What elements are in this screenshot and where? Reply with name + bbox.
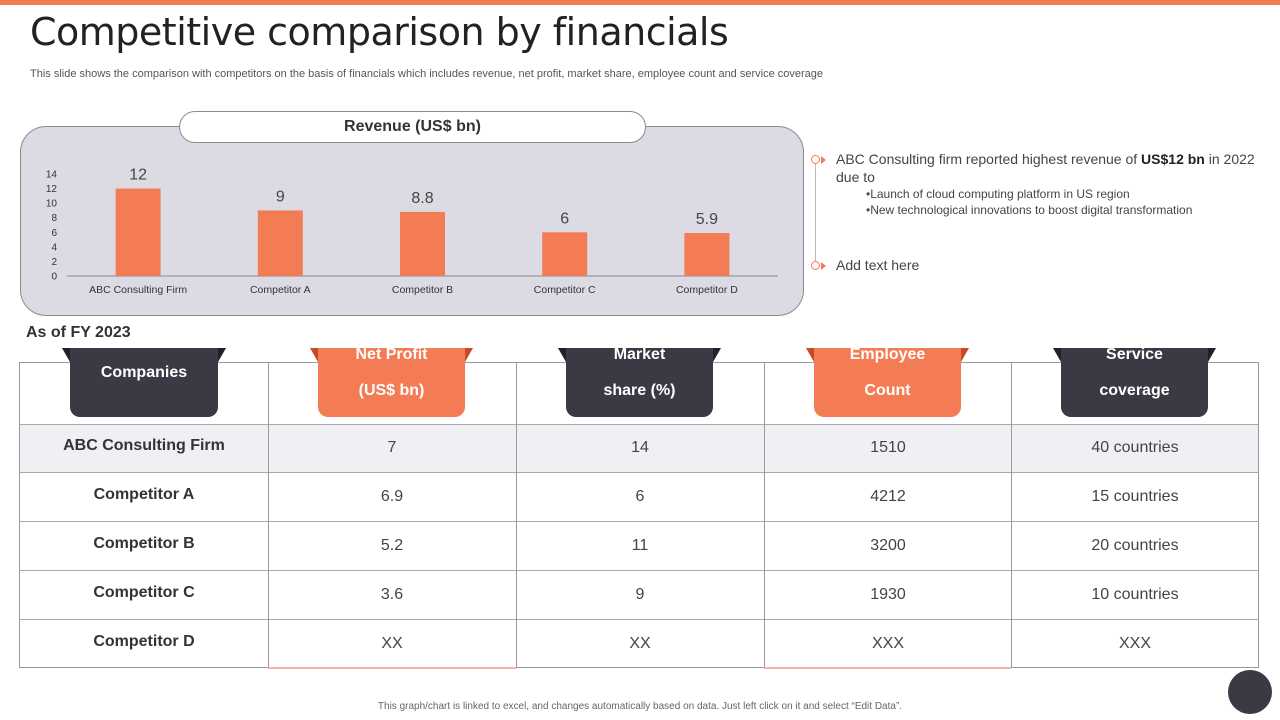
table-cell: XXX (871, 635, 904, 652)
column-accent-underline (764, 667, 1011, 669)
slide-nav-button[interactable] (1228, 670, 1272, 714)
y-tick-label: 0 (51, 272, 57, 283)
top-accent-bar (0, 0, 1280, 5)
header-service-coverage: Service coverage (1061, 346, 1208, 417)
col-divider (268, 363, 269, 667)
header-net-profit: Net Profit (US$ bn) (318, 346, 465, 417)
table-cell: 20 countries (1091, 537, 1179, 554)
header-fold (465, 348, 473, 362)
table-cell: XX (381, 635, 403, 652)
column-accent-underline (268, 667, 516, 669)
note-marker-2 (811, 261, 820, 270)
col-divider (1011, 363, 1012, 667)
header-fold (1208, 348, 1216, 362)
y-tick-label: 14 (46, 170, 58, 181)
y-tick-label: 10 (46, 199, 58, 210)
table-cell: XXX (1118, 635, 1151, 652)
as-of-label: As of FY 2023 (26, 324, 131, 341)
table-cell-company: Competitor C (93, 584, 195, 601)
row-divider (20, 570, 1258, 571)
x-tick-label: Competitor B (392, 284, 453, 296)
x-tick-label: Competitor D (676, 284, 738, 296)
page-title: Competitive comparison by financials (30, 10, 729, 54)
table-cell-company: Competitor B (93, 535, 195, 552)
chart-title: Revenue (US$ bn) (179, 111, 646, 143)
note-bullet: Launch of cloud computing platform in US… (866, 186, 1192, 202)
table-cell: 40 countries (1091, 439, 1179, 456)
table-cell: 10 countries (1091, 586, 1179, 603)
note-add-text: Add text here (836, 257, 920, 273)
header-fold (961, 348, 969, 362)
revenue-bar-chart[interactable]: 0 2 4 6 8 10 12 14 12 ABC Consulting Firm 9 Competi… (20, 126, 804, 316)
bar (542, 232, 588, 276)
note-bullet-list: Launch of cloud computing platform in US… (866, 186, 1192, 218)
table-cell: 15 countries (1091, 488, 1179, 505)
header-fold (558, 348, 566, 362)
col-divider (764, 363, 765, 667)
table-cell: 3200 (870, 537, 906, 554)
header-fold (310, 348, 318, 362)
row-divider (20, 521, 1258, 522)
row-divider (20, 472, 1258, 473)
bar (684, 233, 730, 276)
table-cell: 6.9 (380, 488, 404, 505)
bar-value-label: 8.8 (411, 190, 433, 207)
note-arrow-icon-1 (821, 156, 826, 164)
table-cell-company: Competitor A (93, 486, 195, 503)
header-companies: Companies (70, 348, 218, 417)
x-tick-label: ABC Consulting Firm (89, 284, 187, 296)
bar-value-label: 12 (129, 167, 147, 184)
table-cell: 4212 (870, 488, 906, 505)
header-fold (62, 348, 70, 362)
notes-connector-line (815, 160, 816, 266)
page-subtitle: This slide shows the comparison with com… (30, 68, 824, 80)
header-market-share: Market share (%) (566, 346, 713, 417)
header-fold (1053, 348, 1061, 362)
table-cell: 1930 (870, 586, 906, 603)
bar-value-label: 5.9 (696, 211, 718, 228)
y-tick-label: 12 (46, 184, 58, 195)
col-divider (516, 363, 517, 667)
y-tick-label: 6 (51, 228, 57, 239)
bar-value-label: 9 (276, 188, 285, 205)
y-tick-label: 8 (51, 213, 57, 224)
table-cell-company: Competitor D (93, 633, 195, 650)
bar-value-label: 6 (560, 210, 569, 227)
note-arrow-icon-2 (821, 262, 826, 270)
x-tick-label: Competitor C (534, 284, 596, 296)
bar (115, 188, 161, 276)
x-tick-label: Competitor A (250, 284, 311, 296)
row-divider (20, 424, 1258, 425)
footer-note: This graph/chart is linked to excel, and… (377, 701, 903, 712)
note-revenue-highlight: ABC Consulting firm reported highest rev… (836, 151, 1255, 185)
table-cell: 5.2 (380, 537, 404, 554)
note-marker-1 (811, 155, 820, 164)
table-cell: 3.6 (380, 586, 404, 603)
y-tick-label: 2 (51, 257, 57, 268)
table-cell: XX (629, 635, 651, 652)
header-fold (218, 348, 226, 362)
table-cell: 7 (387, 439, 397, 456)
table-cell: 9 (635, 586, 645, 603)
table-cell: 6 (635, 488, 645, 505)
table-cell: 14 (631, 439, 649, 456)
header-employee-count: Employee Count (814, 346, 961, 417)
header-fold (713, 348, 721, 362)
table-cell-company: ABC Consulting Firm (63, 437, 225, 454)
bar (400, 211, 445, 276)
table-cell: 11 (631, 537, 649, 554)
note-bullet: New technological innovations to boost d… (866, 202, 1192, 218)
header-fold (806, 348, 814, 362)
table-cell: 1510 (870, 439, 906, 456)
bar (257, 210, 303, 276)
y-tick-label: 4 (51, 242, 57, 253)
row-divider (20, 619, 1258, 620)
row-shade (20, 424, 1258, 472)
